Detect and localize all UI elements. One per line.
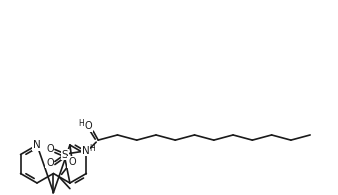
Text: N: N <box>82 145 90 155</box>
Text: N: N <box>33 140 41 150</box>
Text: O: O <box>46 158 54 168</box>
Text: O: O <box>46 144 54 153</box>
Text: H: H <box>78 119 84 128</box>
Text: O: O <box>84 121 92 131</box>
Text: H: H <box>89 144 95 153</box>
Text: O: O <box>68 157 76 167</box>
Text: S: S <box>62 150 68 160</box>
